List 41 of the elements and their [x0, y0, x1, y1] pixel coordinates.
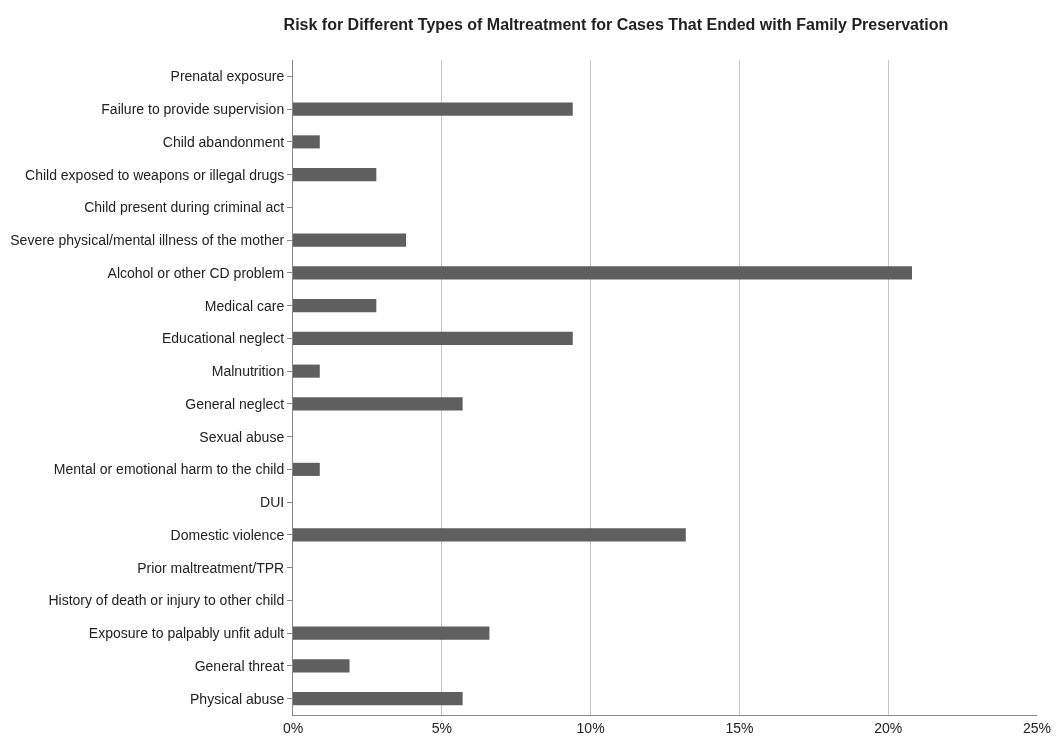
y-tick-label: Mental or emotional harm to the child [53, 461, 285, 478]
x-tick-label: 0% [282, 719, 304, 736]
y-tick-label: History of death or injury to other child [48, 592, 285, 609]
bar [293, 659, 350, 673]
y-tick-label: Sexual abuse [199, 428, 285, 445]
y-tick-label: Medical care [204, 297, 285, 314]
y-tick-label: Severe physical/mental illness of the mother [10, 232, 285, 249]
bar [293, 462, 320, 476]
chart-title: Risk for Different Types of Maltreatment for Cases That Ended with Family Preservation [283, 15, 949, 33]
y-tick-label: Child exposed to weapons or illegal drugs [25, 166, 285, 183]
y-tick-label: Educational neglect [162, 330, 285, 347]
y-tick-label: Domestic violence [170, 526, 285, 543]
bar [293, 528, 686, 542]
bar [293, 692, 463, 706]
y-tick-label: Physical abuse [190, 690, 285, 707]
bar [293, 364, 320, 378]
bar [293, 626, 490, 640]
bar [293, 299, 377, 313]
x-tick-label: 20% [874, 719, 903, 736]
bar [293, 233, 407, 247]
bar [293, 168, 377, 182]
y-tick-label: Malnutrition [211, 363, 285, 380]
y-tick-label: Prenatal exposure [170, 68, 285, 85]
bar [293, 102, 573, 116]
x-tick-label: 10% [576, 719, 605, 736]
x-tick-label: 5% [431, 719, 452, 736]
bar [293, 397, 463, 411]
y-tick-label: General threat [194, 657, 285, 674]
y-tick-label: Prior maltreatment/TPR [137, 559, 285, 576]
y-tick-label: Alcohol or other CD problem [107, 264, 285, 281]
y-tick-label: Child present during criminal act [84, 199, 285, 216]
x-tick-label: 25% [1022, 719, 1052, 736]
y-tick-label: DUI [260, 494, 285, 511]
bar [293, 331, 573, 345]
y-tick-label: Failure to provide supervision [101, 101, 285, 118]
y-tick-label: Child abandonment [162, 133, 285, 150]
y-tick-label: General neglect [185, 395, 285, 412]
x-tick-label: 15% [725, 719, 754, 736]
y-tick-label: Exposure to palpably unfit adult [88, 625, 285, 642]
bar [293, 135, 320, 149]
bar [293, 266, 913, 280]
